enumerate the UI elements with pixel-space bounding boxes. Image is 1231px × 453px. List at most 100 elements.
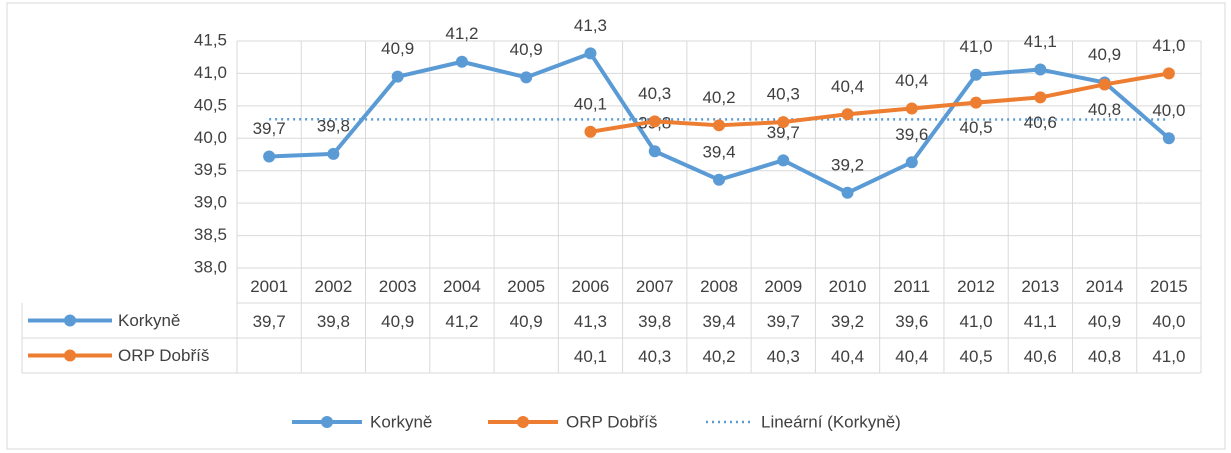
data-label: 39,2 bbox=[831, 155, 864, 174]
data-label: 40,3 bbox=[767, 85, 800, 104]
legend-key bbox=[321, 416, 333, 428]
data-point bbox=[777, 154, 790, 167]
data-label: 41,3 bbox=[574, 16, 607, 35]
legend-key bbox=[517, 416, 529, 428]
data-label: 40,9 bbox=[381, 39, 414, 58]
table-value: 40,5 bbox=[960, 347, 993, 366]
y-tick-label: 38,5 bbox=[194, 225, 227, 244]
x-tick-label: 2008 bbox=[700, 277, 738, 296]
data-label: 40,9 bbox=[510, 40, 543, 59]
table-value: 40,4 bbox=[831, 347, 864, 366]
chart-border bbox=[6, 2, 1226, 450]
table-legend-key bbox=[64, 349, 76, 362]
data-point bbox=[905, 156, 918, 169]
x-tick-label: 2004 bbox=[443, 277, 481, 296]
y-tick-label: 39,5 bbox=[194, 160, 227, 179]
legend-label: Korkyně bbox=[370, 412, 432, 431]
data-point bbox=[584, 125, 597, 138]
data-label: 40,4 bbox=[895, 71, 928, 90]
data-label: 39,7 bbox=[253, 119, 286, 138]
data-label: 40,6 bbox=[1024, 113, 1057, 132]
data-label: 40,4 bbox=[831, 77, 864, 96]
table-value: 40,0 bbox=[1152, 312, 1185, 331]
y-tick-label: 41,5 bbox=[194, 30, 227, 49]
data-label: 41,2 bbox=[445, 24, 478, 43]
x-tick-label: 2012 bbox=[957, 277, 995, 296]
x-tick-label: 2002 bbox=[314, 277, 352, 296]
table-value: 39,8 bbox=[317, 312, 350, 331]
x-tick-label: 2006 bbox=[572, 277, 610, 296]
table-value: 40,9 bbox=[510, 312, 543, 331]
table-value: 39,6 bbox=[895, 312, 928, 331]
data-label: 41,1 bbox=[1024, 32, 1057, 51]
data-point bbox=[263, 150, 276, 163]
data-label: 39,4 bbox=[702, 142, 735, 161]
table-value: 40,9 bbox=[1088, 312, 1121, 331]
table-value: 40,3 bbox=[638, 347, 671, 366]
data-point bbox=[970, 68, 983, 81]
table-value: 40,6 bbox=[1024, 347, 1057, 366]
table-value: 39,2 bbox=[831, 312, 864, 331]
table-series-name: Korkyně bbox=[118, 311, 180, 330]
data-point bbox=[1162, 67, 1175, 80]
data-label: 41,0 bbox=[960, 37, 993, 56]
data-label: 40,5 bbox=[960, 118, 993, 137]
table-value: 40,8 bbox=[1088, 347, 1121, 366]
data-point bbox=[841, 186, 854, 199]
y-tick-label: 38,0 bbox=[194, 257, 227, 276]
data-label: 40,8 bbox=[1088, 100, 1121, 119]
table-value: 41,3 bbox=[574, 312, 607, 331]
data-point bbox=[648, 145, 661, 158]
data-point bbox=[1034, 63, 1047, 76]
data-point bbox=[841, 108, 854, 121]
x-tick-label: 2007 bbox=[636, 277, 674, 296]
data-label: 40,1 bbox=[574, 94, 607, 113]
x-tick-label: 2001 bbox=[250, 277, 288, 296]
table-value: 40,3 bbox=[767, 347, 800, 366]
data-point bbox=[1162, 132, 1175, 145]
x-tick-label: 2011 bbox=[894, 277, 931, 296]
data-point bbox=[1034, 91, 1047, 104]
data-point bbox=[905, 102, 918, 115]
data-label: 40,9 bbox=[1088, 45, 1121, 64]
x-tick-label: 2005 bbox=[507, 277, 545, 296]
series-line bbox=[590, 71, 1170, 134]
legend-label: Lineární (Korkyně) bbox=[761, 412, 901, 431]
data-label: 39,7 bbox=[767, 123, 800, 142]
data-point bbox=[520, 71, 533, 84]
data-point bbox=[777, 116, 790, 129]
table-value: 41,0 bbox=[960, 312, 993, 331]
table-value: 39,7 bbox=[253, 312, 286, 331]
x-tick-label: 2009 bbox=[764, 277, 802, 296]
y-tick-label: 40,0 bbox=[194, 128, 227, 147]
table-value: 41,0 bbox=[1152, 347, 1185, 366]
x-tick-label: 2015 bbox=[1150, 277, 1188, 296]
x-tick-label: 2010 bbox=[829, 277, 867, 296]
table-value: 41,1 bbox=[1024, 312, 1057, 331]
data-point bbox=[327, 147, 340, 160]
data-label: 40,2 bbox=[702, 88, 735, 107]
data-point bbox=[455, 55, 468, 68]
data-label: 40,0 bbox=[1152, 101, 1185, 120]
table-value: 40,2 bbox=[702, 347, 735, 366]
data-label: 39,8 bbox=[317, 116, 350, 135]
x-tick-label: 2003 bbox=[379, 277, 417, 296]
data-point bbox=[713, 119, 725, 132]
table-series-name: ORP Dobříš bbox=[118, 346, 209, 365]
data-point bbox=[391, 70, 404, 83]
data-point bbox=[648, 115, 661, 128]
table-value: 40,1 bbox=[574, 347, 607, 366]
data-label: 40,3 bbox=[638, 84, 671, 103]
data-point bbox=[584, 47, 597, 60]
y-tick-label: 40,5 bbox=[194, 95, 227, 114]
y-tick-label: 41,0 bbox=[194, 63, 227, 82]
table-value: 41,2 bbox=[445, 312, 478, 331]
table-value: 39,8 bbox=[638, 312, 671, 331]
data-point bbox=[970, 96, 983, 109]
table-value: 39,7 bbox=[767, 312, 800, 331]
legend-label: ORP Dobříš bbox=[566, 412, 657, 431]
table-value: 39,4 bbox=[702, 312, 735, 331]
y-tick-label: 39,0 bbox=[194, 193, 227, 212]
data-label: 39,6 bbox=[895, 125, 928, 144]
